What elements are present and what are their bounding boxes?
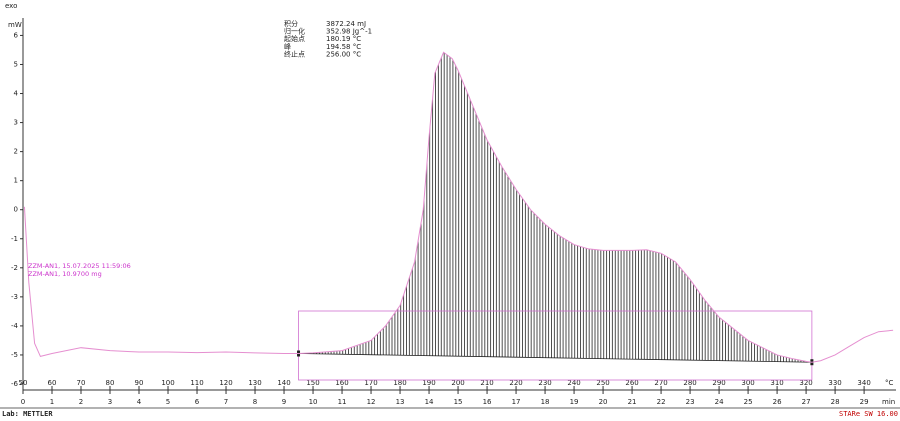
x2-tick-label: 9	[282, 398, 286, 406]
x2-tick-label: 28	[831, 398, 840, 406]
x-tick-label: 70	[77, 379, 86, 387]
x2-tick-label: 20	[599, 398, 608, 406]
x2-tick-label: 8	[253, 398, 257, 406]
x2-tick-label: 7	[224, 398, 228, 406]
x-tick-label: 310	[770, 379, 783, 387]
x2-tick-label: 11	[338, 398, 347, 406]
x-axis-label: °C	[885, 379, 894, 387]
x-tick-label: 160	[335, 379, 348, 387]
x-tick-label: 270	[654, 379, 667, 387]
y-axis-label: mW	[8, 21, 22, 29]
y-tick-label: 5	[14, 60, 18, 68]
x-tick-label: 290	[712, 379, 725, 387]
x-tick-label: 330	[828, 379, 841, 387]
x2-tick-label: 26	[773, 398, 782, 406]
result-value: 352.98 Jg^-1	[326, 28, 372, 36]
y-tick-label: 6	[14, 31, 19, 39]
result-label: 归一化	[284, 27, 305, 36]
x2-tick-label: 27	[802, 398, 811, 406]
y-tick-label: 1	[14, 177, 18, 185]
x2-tick-label: 13	[396, 398, 405, 406]
x2-tick-label: 25	[744, 398, 753, 406]
x-tick-label: 110	[190, 379, 203, 387]
exo-label: exo	[5, 2, 17, 10]
x-tick-label: 100	[161, 379, 174, 387]
x-tick-label: 210	[480, 379, 493, 387]
x2-tick-label: 24	[715, 398, 724, 406]
x-tick-label: 50	[19, 379, 28, 387]
result-label: 起始点	[284, 34, 305, 43]
x2-tick-label: 21	[628, 398, 637, 406]
x-tick-label: 300	[741, 379, 754, 387]
y-tick-label: 3	[14, 119, 18, 127]
x2-axis-label: min	[882, 398, 895, 406]
x-tick-label: 90	[135, 379, 144, 387]
x-tick-label: 340	[857, 379, 870, 387]
x-tick-label: 280	[683, 379, 696, 387]
integration-hatch	[298, 52, 812, 363]
y-tick-label: 4	[14, 90, 19, 98]
y-tick-label: -3	[11, 293, 18, 301]
x-tick-label: 80	[106, 379, 115, 387]
x-tick-label: 120	[219, 379, 232, 387]
x2-tick-label: 19	[570, 398, 579, 406]
x2-tick-label: 14	[425, 398, 434, 406]
x2-tick-label: 5	[166, 398, 170, 406]
x2-tick-label: 3	[108, 398, 112, 406]
x-tick-label: 220	[509, 379, 522, 387]
x2-tick-label: 6	[195, 398, 200, 406]
y-tick-label: -1	[11, 235, 18, 243]
x-tick-label: 320	[799, 379, 812, 387]
x2-tick-label: 2	[79, 398, 83, 406]
y-tick-label: -6	[11, 380, 19, 388]
y-tick-label: -2	[11, 264, 18, 272]
footer-left: Lab: METTLER	[2, 410, 53, 418]
footer-right: STARe SW 16.00	[839, 410, 898, 418]
x-tick-label: 60	[48, 379, 57, 387]
y-tick-label: 2	[14, 148, 18, 156]
x-tick-label: 260	[625, 379, 638, 387]
sample-label: ZZM-AN1, 15.07.2025 11:59:06	[28, 262, 131, 270]
integration-box	[298, 310, 813, 381]
result-value: 3872.24 mJ	[326, 20, 366, 28]
x2-tick-label: 12	[367, 398, 376, 406]
result-label: 终止点	[284, 49, 305, 58]
x-tick-label: 230	[538, 379, 551, 387]
x2-tick-label: 10	[309, 398, 318, 406]
x2-tick-label: 29	[860, 398, 869, 406]
baseline	[298, 353, 812, 363]
x2-tick-label: 0	[21, 398, 25, 406]
x2-tick-label: 16	[483, 398, 492, 406]
x-tick-label: 150	[306, 379, 319, 387]
x-tick-label: 200	[451, 379, 464, 387]
x2-tick-label: 23	[686, 398, 695, 406]
x2-tick-label: 1	[50, 398, 54, 406]
y-tick-label: -5	[11, 351, 18, 359]
x2-tick-label: 4	[137, 398, 142, 406]
x-tick-label: 240	[567, 379, 580, 387]
x-tick-label: 180	[393, 379, 406, 387]
x-tick-label: 170	[364, 379, 377, 387]
result-value: 194.58 °C	[326, 43, 361, 51]
x2-tick-label: 22	[657, 398, 666, 406]
x2-tick-label: 18	[541, 398, 550, 406]
x2-tick-label: 17	[512, 398, 521, 406]
sample-label: ZZM-AN1, 10.9700 mg	[28, 270, 102, 278]
x-tick-label: 250	[596, 379, 609, 387]
y-tick-label: -4	[11, 322, 19, 330]
x-tick-label: 140	[277, 379, 290, 387]
x-tick-label: 190	[422, 379, 435, 387]
result-value: 256.00 °C	[326, 50, 361, 58]
x-tick-label: 130	[248, 379, 261, 387]
result-label: 积分	[284, 19, 298, 28]
dsc-curve	[23, 51, 894, 363]
x2-tick-label: 15	[454, 398, 463, 406]
y-tick-label: 0	[14, 206, 18, 214]
result-value: 180.19 °C	[326, 35, 361, 43]
result-label: 峰	[284, 42, 291, 51]
